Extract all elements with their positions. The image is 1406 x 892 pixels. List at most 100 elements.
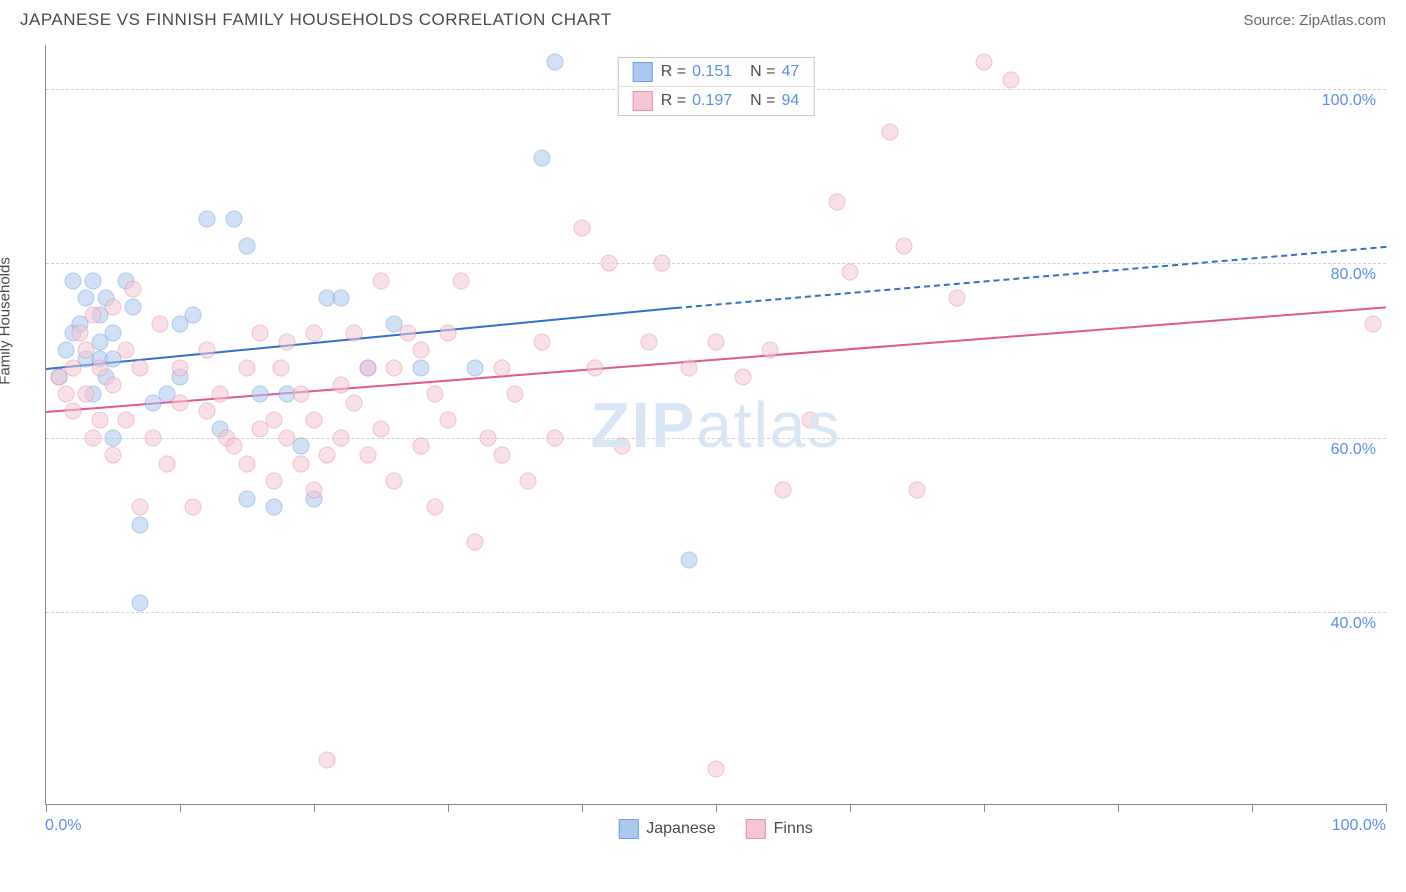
data-point [252,324,269,341]
y-tick-label: 40.0% [1331,615,1376,633]
data-point [239,490,256,507]
data-point [131,516,148,533]
data-point [118,342,135,359]
chart-title: JAPANESE VS FINNISH FAMILY HOUSEHOLDS CO… [20,10,612,30]
r-label: R = [661,63,686,81]
data-point [761,342,778,359]
data-point [413,342,430,359]
watermark-bold: ZIP [591,389,697,461]
data-point [272,359,289,376]
data-point [118,412,135,429]
data-point [64,403,81,420]
data-point [279,333,296,350]
data-point [708,761,725,778]
data-point [91,412,108,429]
data-point [332,429,349,446]
data-point [359,447,376,464]
data-point [507,385,524,402]
data-point [319,752,336,769]
data-point [84,307,101,324]
data-point [125,298,142,315]
data-point [212,385,229,402]
data-point [292,455,309,472]
data-point [399,324,416,341]
legend-bottom-label-finns: Finns [774,820,813,838]
data-point [493,447,510,464]
data-point [386,359,403,376]
data-point [145,429,162,446]
data-point [413,359,430,376]
y-axis-title: Family Households [0,257,14,385]
data-point [332,290,349,307]
trend-line [676,246,1386,309]
data-point [547,429,564,446]
data-point [654,255,671,272]
data-point [131,499,148,516]
data-point [641,333,658,350]
legend-bottom-finns: Finns [746,819,813,839]
data-point [734,368,751,385]
legend-swatch-japanese [633,62,653,82]
data-point [105,324,122,341]
y-tick-label: 60.0% [1331,441,1376,459]
data-point [105,447,122,464]
data-point [1364,316,1381,333]
data-point [373,272,390,289]
data-point [265,473,282,490]
data-point [198,342,215,359]
x-axis-labels: 0.0% 100.0% Japanese Finns [45,805,1386,845]
data-point [306,324,323,341]
data-point [574,220,591,237]
data-point [681,359,698,376]
data-point [225,438,242,455]
data-point [78,385,95,402]
grid-line [46,612,1386,613]
data-point [306,481,323,498]
data-point [413,438,430,455]
header: JAPANESE VS FINNISH FAMILY HOUSEHOLDS CO… [0,0,1406,35]
data-point [58,385,75,402]
legend-bottom-japanese: Japanese [618,819,715,839]
watermark-light: atlas [696,389,841,461]
data-point [172,394,189,411]
data-point [151,316,168,333]
data-point [105,377,122,394]
r-label: R = [661,92,686,110]
legend-bottom: Japanese Finns [618,819,813,839]
data-point [426,385,443,402]
data-point [466,359,483,376]
legend-bottom-swatch-japanese [618,819,638,839]
data-point [58,342,75,359]
source-label: Source: ZipAtlas.com [1243,12,1386,29]
data-point [64,359,81,376]
data-point [386,473,403,490]
data-point [373,420,390,437]
data-point [346,394,363,411]
data-point [158,455,175,472]
data-point [292,385,309,402]
x-tick-end: 100.0% [1332,817,1386,835]
data-point [440,412,457,429]
data-point [252,385,269,402]
legend-row-finns: R = 0.197 N = 94 [619,86,814,115]
data-point [775,481,792,498]
data-point [600,255,617,272]
data-point [78,290,95,307]
data-point [1002,71,1019,88]
data-point [895,237,912,254]
data-point [84,429,101,446]
data-point [493,359,510,376]
data-point [265,412,282,429]
data-point [681,551,698,568]
legend-swatch-finns [633,91,653,111]
y-tick-label: 80.0% [1331,266,1376,284]
data-point [239,359,256,376]
data-point [198,211,215,228]
r-value-finns: 0.197 [692,92,732,110]
data-point [801,412,818,429]
data-point [185,499,202,516]
data-point [71,324,88,341]
data-point [708,333,725,350]
chart-container: Family Households ZIPatlas R = 0.151 N =… [45,35,1386,845]
n-label: N = [750,92,775,110]
